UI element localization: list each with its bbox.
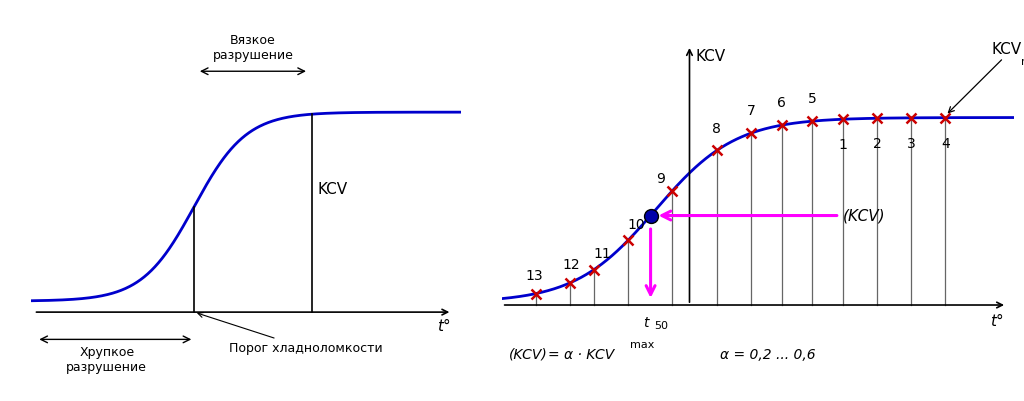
Text: = α · KCV: = α · KCV <box>548 348 614 362</box>
Text: 7: 7 <box>746 104 756 118</box>
Text: α = 0,2 ... 0,6: α = 0,2 ... 0,6 <box>720 348 816 362</box>
Text: (KCV): (KCV) <box>509 348 548 362</box>
Text: Вязкое
разрушение: Вязкое разрушение <box>213 34 293 62</box>
Text: 11: 11 <box>594 247 611 261</box>
Text: (KCV): (KCV) <box>843 208 886 223</box>
Text: 10: 10 <box>628 218 645 232</box>
Text: 4: 4 <box>941 137 950 151</box>
Text: 5: 5 <box>808 92 817 106</box>
Text: KCV: KCV <box>317 182 347 197</box>
Text: 12: 12 <box>563 258 581 272</box>
Text: t°: t° <box>437 319 451 334</box>
Text: Порог хладноломкости: Порог хладноломкости <box>198 312 382 354</box>
Text: 9: 9 <box>656 172 665 186</box>
Text: 13: 13 <box>525 269 543 283</box>
Text: t: t <box>643 316 649 330</box>
Text: Хрупкое
разрушение: Хрупкое разрушение <box>67 346 147 374</box>
Text: max: max <box>630 340 654 350</box>
Text: 1: 1 <box>839 138 848 152</box>
Text: 50: 50 <box>654 321 669 331</box>
Text: KCV: KCV <box>695 49 726 65</box>
Text: 2: 2 <box>872 138 882 152</box>
Text: 3: 3 <box>907 137 915 151</box>
Text: t°: t° <box>990 314 1004 328</box>
Text: KCV: KCV <box>991 42 1022 57</box>
Text: max: max <box>1021 57 1024 67</box>
Text: 8: 8 <box>713 122 721 136</box>
Text: 6: 6 <box>777 96 786 110</box>
